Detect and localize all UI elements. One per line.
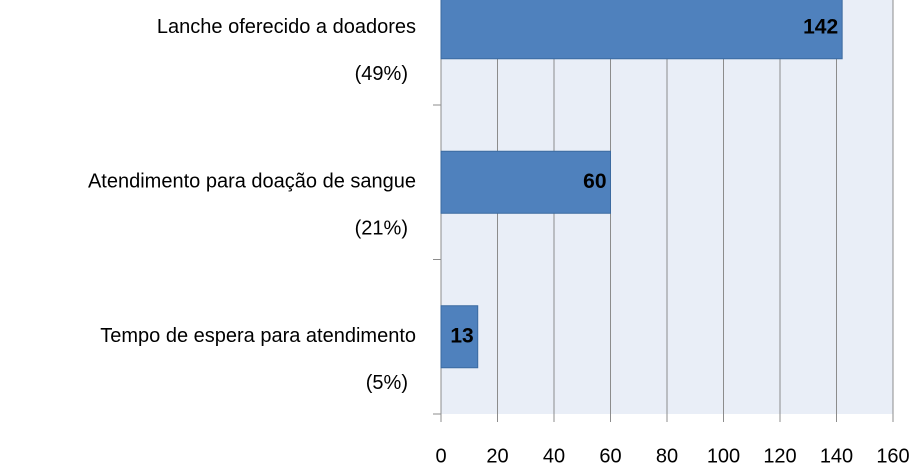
category-share: (5%) [366,372,408,394]
value-label: 13 [450,324,473,347]
value-label: 142 [803,15,838,38]
x-tick-label: 40 [543,445,565,467]
x-tick-label: 100 [707,445,740,467]
value-label: 60 [583,170,606,193]
x-tick-label: 60 [599,445,621,467]
x-tick-label: 140 [820,445,853,467]
y-tick-label: Atendimento para doação de sangue [88,171,416,193]
bar [440,0,843,60]
bar [440,150,611,214]
category-share: (21%) [355,218,408,240]
x-tick-label: 160 [876,445,909,467]
x-tick-label: 0 [435,445,446,467]
x-tick-label: 120 [763,445,796,467]
category-share: (49%) [355,63,408,85]
x-tick-label: 80 [656,445,678,467]
x-tick-label: 20 [486,445,508,467]
y-tick-label: Lanche oferecido a doadores [157,16,416,38]
y-tick-label: Tempo de espera para atendimento [100,325,416,347]
bar [440,305,479,369]
